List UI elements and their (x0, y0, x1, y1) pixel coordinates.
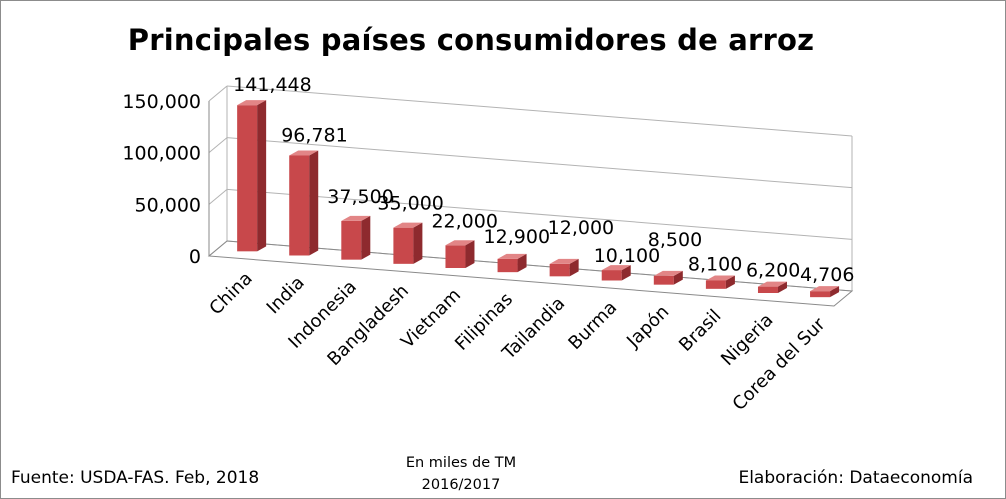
value-label: 96,781 (281, 124, 347, 146)
units-note: En miles de TM 2016/2017 (361, 452, 561, 496)
bar-side (725, 275, 735, 289)
bar-front (393, 227, 414, 264)
value-label: 12,000 (548, 217, 614, 239)
bar-top (549, 258, 579, 264)
bar-side (621, 265, 631, 281)
bar-top (705, 275, 735, 281)
bar (289, 150, 319, 256)
bar (601, 265, 631, 281)
bar-top (237, 100, 267, 106)
bar-top (393, 222, 423, 228)
bar-front (549, 263, 570, 277)
bar-front (497, 258, 518, 273)
bar-front (341, 220, 362, 260)
bar-side (777, 281, 787, 293)
bar-side (309, 150, 319, 256)
value-label: 141,448 (233, 74, 312, 96)
bar-front (653, 275, 674, 285)
side-gridline (208, 137, 228, 154)
bar-side (361, 215, 371, 260)
bar-front (289, 155, 310, 256)
bar-side (569, 258, 579, 277)
category-label: Japón (622, 301, 673, 352)
gridlines (207, 85, 854, 307)
bar-side (465, 240, 475, 268)
value-label: 35,000 (377, 193, 443, 215)
bar-front (601, 270, 622, 281)
source-note: Fuente: USDA-FAS. Feb, 2018 (11, 468, 260, 488)
bar (341, 215, 371, 260)
category-labels: China IndiaIndonesiaBangladeshVietnamFili… (205, 268, 830, 415)
value-label: 37,500 (327, 186, 393, 208)
credit-note: Elaboración: Dataeconomía (738, 468, 973, 488)
bar (653, 270, 683, 285)
bar-top (757, 281, 787, 287)
category-label: Burma (564, 297, 621, 354)
bar-top (810, 286, 840, 292)
value-label: 8,100 (688, 253, 742, 275)
bar (705, 275, 735, 289)
y-tick-label: 150,000 (122, 91, 201, 113)
bar (549, 258, 579, 277)
bar-front (237, 105, 258, 252)
bar-side (830, 286, 840, 298)
gridline (226, 137, 853, 189)
value-label: 12,900 (484, 226, 550, 248)
bar-side (257, 100, 267, 252)
gridline (226, 85, 853, 137)
bar (237, 100, 267, 252)
bar (445, 240, 475, 268)
value-label: 4,706 (800, 264, 854, 286)
bar (757, 281, 787, 293)
y-tick-label: 100,000 (122, 143, 201, 165)
value-label: 6,200 (746, 260, 800, 282)
value-labels: 141,448 96,781 37,50035,00022,00012,90012,… (233, 74, 854, 286)
value-label: 22,000 (431, 210, 497, 232)
units-line-2: 2016/2017 (421, 477, 501, 493)
bar-side (413, 222, 423, 264)
side-gridline (208, 85, 228, 102)
y-tick-label: 50,000 (135, 194, 201, 216)
bar-top (289, 150, 319, 156)
bar-top (497, 253, 527, 259)
bar-front (810, 291, 831, 298)
bar-top (653, 270, 683, 276)
bar (810, 286, 840, 298)
value-label: 10,100 (594, 245, 660, 267)
chart-title: Principales países consumidores de arroz (127, 23, 815, 57)
value-label: 8,500 (648, 229, 702, 251)
gridline (226, 188, 853, 240)
bar-top (341, 215, 371, 221)
bar (393, 222, 423, 264)
y-tick-label: 0 (189, 246, 201, 268)
side-gridline (208, 188, 228, 205)
units-line-1: En miles de TM (405, 455, 517, 471)
bar-front (445, 245, 466, 268)
bar-top (445, 240, 475, 246)
bar-front (757, 286, 778, 293)
floor (207, 240, 854, 307)
bar-front (705, 280, 726, 289)
bar-top (601, 265, 631, 271)
category-label: India (263, 272, 309, 318)
category-label: Brasil (675, 306, 725, 356)
bar-side (673, 270, 683, 285)
bar-side (517, 253, 527, 273)
category-label: China (205, 268, 256, 319)
y-tick-labels: 0 50,000 100,000 150,000 (122, 91, 201, 268)
bar (497, 253, 527, 273)
bars (237, 100, 840, 298)
